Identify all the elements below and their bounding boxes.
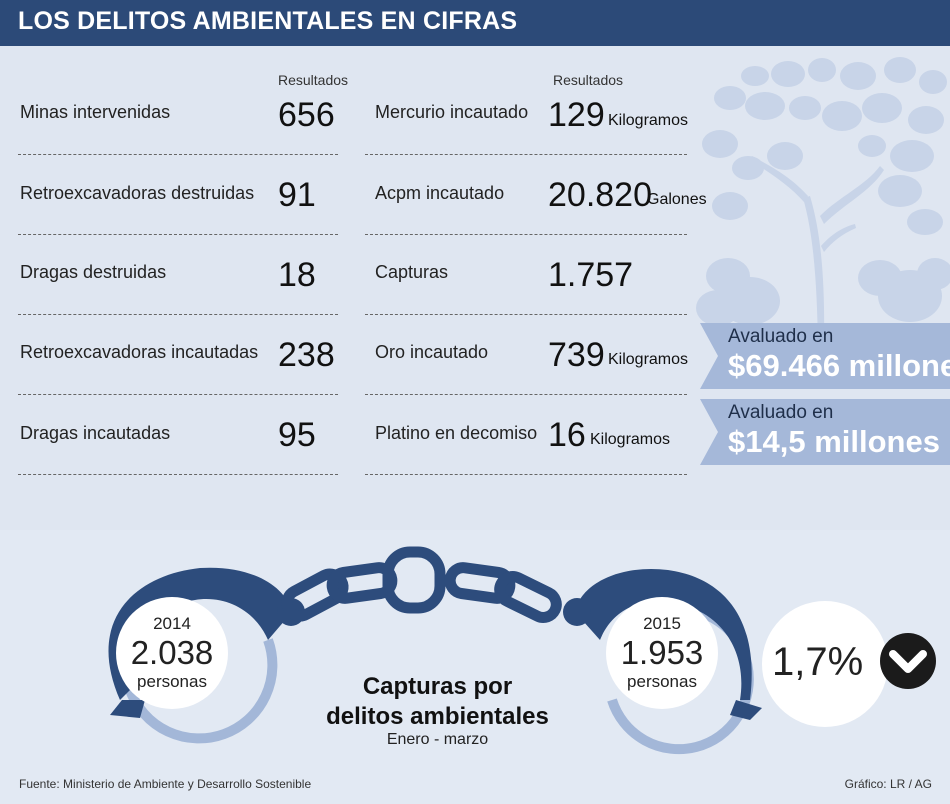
right-row-label: Platino en decomiso (375, 423, 538, 443)
capture-unit: personas (137, 672, 207, 691)
capture-2014: 2014 2.038 personas (117, 614, 227, 692)
right-row-label: Acpm incautado (375, 183, 505, 203)
left-row-value: 656 (278, 96, 335, 134)
right-row-unit: Galones (647, 191, 707, 208)
row-divider (18, 234, 338, 235)
year-label: 2015 (643, 614, 681, 633)
right-row-value: 129 (548, 96, 605, 134)
left-row-label: Minas intervenidas (20, 102, 171, 122)
change-percentage: 1,7% (772, 640, 864, 684)
right-row-value: 739 (548, 336, 605, 374)
left-column-header: Resultados (278, 72, 349, 88)
right-row-value: 20.820 (548, 176, 652, 214)
source-note: Fuente: Ministerio de Ambiente y Desarro… (19, 777, 312, 791)
valuation-box-oro: Avaluado en $69.466 millones (700, 323, 950, 389)
right-row-label: Oro incautado (375, 342, 489, 362)
left-row-value: 18 (278, 256, 316, 294)
row-divider (365, 234, 687, 235)
credit-note: Gráfico: LR / AG (844, 777, 932, 791)
row-divider (365, 394, 687, 395)
capture-value: 1.953 (620, 634, 704, 671)
row-divider (18, 394, 338, 395)
change-circle (762, 601, 888, 727)
valuation-label: Avaluado en (728, 402, 834, 423)
row-divider (18, 314, 338, 315)
capture-2015: 2015 1.953 personas (607, 614, 717, 692)
row-divider (365, 314, 687, 315)
header-bar: LOS DELITOS AMBIENTALES EN CIFRAS (0, 0, 950, 46)
left-row-value: 91 (278, 176, 316, 214)
tree-illustration (696, 57, 950, 346)
left-row-label: Retroexcavadoras destruidas (20, 183, 255, 203)
left-row-value: 95 (278, 416, 316, 454)
left-row-label: Retroexcavadoras incautadas (20, 342, 259, 362)
handcuffs-illustration (108, 546, 762, 755)
page-title: LOS DELITOS AMBIENTALES EN CIFRAS (18, 7, 518, 35)
captures-title-line2: delitos ambientales (326, 703, 549, 730)
row-divider (18, 154, 338, 155)
right-row-value: 16 (548, 416, 586, 454)
valuation-amount: $69.466 millones (728, 348, 950, 383)
right-row-value: 1.757 (548, 256, 634, 294)
valuation-amount: $14,5 millones (728, 424, 940, 459)
valuation-label: Avaluado en (728, 326, 834, 347)
capture-unit: personas (627, 672, 697, 691)
left-row-value: 238 (278, 336, 335, 374)
captures-period: Enero - marzo (386, 731, 489, 748)
left-row-label: Dragas incautadas (20, 423, 171, 443)
valuation-box-platino: Avaluado en $14,5 millones (700, 399, 950, 465)
capture-value: 2.038 (130, 634, 214, 671)
row-divider (365, 154, 687, 155)
right-column-header: Resultados (553, 72, 624, 88)
right-row-unit: Kilogramos (608, 351, 689, 368)
row-divider (18, 474, 338, 475)
right-row-unit: Kilogramos (590, 431, 671, 448)
right-row-unit: Kilogramos (608, 112, 689, 129)
right-row-label: Mercurio incautado (375, 102, 529, 122)
year-label: 2014 (153, 614, 191, 633)
down-arrow-badge (880, 633, 936, 689)
right-row-label: Capturas (375, 262, 449, 282)
left-row-label: Dragas destruidas (20, 262, 167, 282)
row-divider (365, 474, 687, 475)
chevron-down-icon (889, 650, 927, 673)
captures-title-line1: Capturas por (362, 673, 513, 700)
captures-title: Capturas por delitos ambientales (300, 672, 575, 732)
